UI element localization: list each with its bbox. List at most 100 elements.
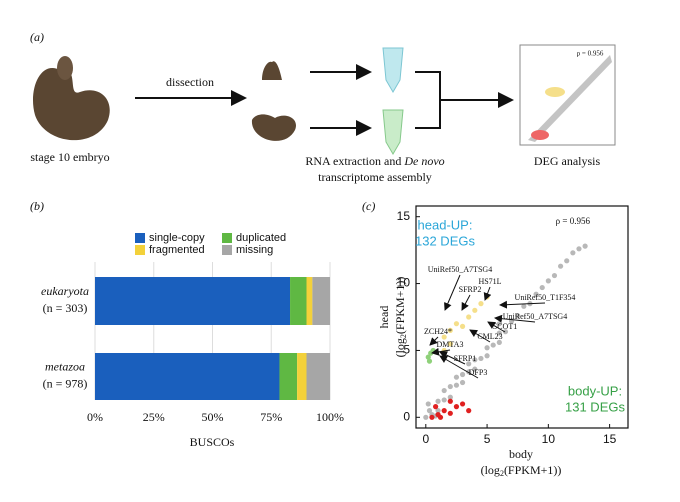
point (490, 342, 496, 348)
point (459, 379, 466, 386)
point (447, 341, 453, 347)
point (533, 291, 539, 297)
x-tick-label: 100% (316, 410, 344, 424)
y-tick-label: 10 (397, 276, 411, 290)
gene-label: SCOT1 (493, 322, 517, 331)
point (466, 408, 472, 414)
gene-label: SFRP2 (459, 285, 482, 294)
tube (382, 47, 404, 93)
step-label: RNA extraction and De novo (305, 154, 444, 168)
point (478, 355, 484, 362)
plot-frame (415, 205, 629, 429)
body-up: body-UP: (568, 383, 622, 398)
mini-plot (519, 44, 616, 146)
gene-label: DMTA3 (437, 340, 464, 349)
point (425, 401, 431, 407)
annotation-arrow (469, 329, 491, 343)
rho: ρ = 0.956 (556, 216, 591, 226)
gene-label: DFP3 (469, 368, 488, 377)
point (453, 382, 460, 388)
x-axis-unit: (log2(FPKM+1)) (481, 463, 562, 478)
point (437, 414, 444, 420)
x-tick-label: 0% (87, 410, 103, 424)
annotation-arrow (483, 286, 492, 301)
category-count: (n = 303) (43, 301, 88, 315)
point (429, 414, 435, 420)
point (502, 329, 509, 335)
point (472, 357, 478, 363)
mini-cloud (531, 130, 549, 140)
y-axis-label: head (377, 306, 391, 329)
annotation-arrow (439, 355, 479, 379)
panel-a: (a) stage 10 embryo dissection ρ = 0.956… (30, 30, 616, 184)
point (570, 250, 576, 256)
point (576, 246, 582, 252)
embryo-label: stage 10 embryo (30, 150, 109, 164)
step-label: transcriptome assembly (318, 170, 432, 184)
point (484, 345, 490, 351)
text: 2 (500, 469, 504, 478)
legend-label: missing (236, 244, 273, 256)
point (447, 394, 453, 400)
point (441, 397, 447, 403)
point (447, 398, 453, 404)
bar-segment (306, 353, 330, 400)
point (453, 404, 460, 410)
y-tick-label: 0 (403, 409, 410, 423)
point (425, 354, 431, 360)
category-count: (n = 978) (43, 376, 88, 390)
point (582, 243, 588, 249)
x-tick-label: 25% (143, 410, 165, 424)
point (545, 278, 551, 284)
join-line (415, 71, 500, 129)
y-tick-label: 5 (403, 343, 410, 357)
annotation-arrow (444, 274, 461, 311)
embryo-head (57, 56, 73, 80)
x-tick-label: 75% (260, 410, 282, 424)
point (472, 366, 478, 372)
text: De novo (403, 154, 444, 168)
annotation-arrow (499, 300, 546, 309)
annotation-arrow (429, 336, 439, 346)
point (496, 330, 502, 336)
text: (log (481, 463, 500, 477)
legend-swatch (222, 245, 232, 255)
legend-swatch (135, 233, 145, 243)
point (453, 321, 460, 327)
point (459, 323, 466, 329)
x-tick-label: 15 (603, 432, 617, 446)
bar-segment (312, 277, 330, 325)
point (447, 410, 453, 416)
text: (FPKM+1)) (393, 277, 407, 334)
point (441, 334, 447, 340)
tube (382, 109, 404, 155)
x-tick-label: 50% (202, 410, 224, 424)
x-tick-label: 5 (484, 432, 491, 446)
point (441, 387, 447, 394)
point (435, 408, 441, 414)
category-label: eukaryota (41, 284, 89, 298)
point (447, 327, 453, 333)
point (447, 383, 453, 390)
legend-swatch (135, 245, 145, 255)
point (459, 371, 466, 378)
point (515, 313, 521, 319)
point (426, 358, 433, 364)
legend-label: fragmented (149, 244, 205, 256)
bar-segment (306, 277, 313, 325)
step-label: dissection (166, 75, 214, 89)
embryo-image (32, 68, 110, 141)
point (472, 307, 478, 313)
head-up: head-UP: (418, 217, 473, 232)
body-piece (251, 114, 296, 141)
annotation-arrow (487, 321, 506, 333)
point (539, 284, 545, 291)
point (551, 272, 558, 279)
bar-segment (279, 353, 298, 400)
category-label: metazoa (45, 359, 85, 373)
point (459, 401, 466, 407)
panel-label: (a) (30, 30, 44, 44)
panel-label: (b) (30, 199, 44, 213)
x-axis-label: body (509, 447, 533, 461)
